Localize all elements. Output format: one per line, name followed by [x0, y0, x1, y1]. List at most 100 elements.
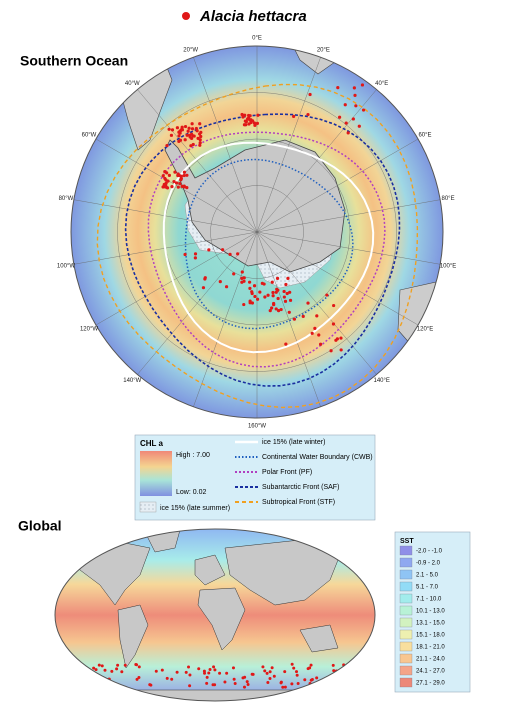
australia [299, 624, 339, 653]
sst-label: 15.1 - 18.0 [416, 633, 445, 639]
occurrence [334, 338, 338, 342]
occurrence [207, 671, 211, 675]
meridian [256, 231, 377, 375]
occurrence [339, 336, 343, 340]
occurrence [192, 134, 196, 138]
occurrence [212, 665, 216, 669]
occurrence [207, 248, 211, 252]
longitude-label: 100°W [57, 263, 75, 269]
europe [194, 554, 226, 586]
sst-label: 7.1 - 10.0 [416, 597, 442, 603]
occurrence [282, 289, 286, 294]
occurrence [284, 282, 288, 287]
occurrence [175, 670, 179, 674]
sst-swatch [399, 545, 413, 556]
sst-legend: -2.0 - -1.0 -0.9 - 2.0 2.1 - 5.0 5.1 - 7.0 7… [399, 545, 445, 688]
occurrence [103, 668, 107, 672]
occurrence [97, 663, 101, 667]
occurrence [100, 664, 104, 668]
occurrence [260, 281, 264, 285]
occurrence [223, 680, 227, 684]
meridian [137, 231, 258, 375]
occurrence [175, 126, 180, 130]
occurrence [295, 673, 299, 677]
occurrence [315, 676, 319, 680]
longitude-label: 40°E [375, 81, 388, 87]
longitude-label: 140°W [123, 378, 141, 384]
occurrence [176, 185, 180, 189]
occurrence [246, 682, 250, 686]
graticule [73, 46, 441, 418]
occurrence [279, 681, 283, 685]
occurrence [276, 288, 280, 292]
polar-map [71, 46, 443, 418]
occurrence [309, 663, 313, 667]
occurrence [135, 677, 139, 681]
occurrence [109, 682, 113, 686]
ice-summer-swatch [139, 501, 157, 513]
occurrences [161, 83, 366, 353]
occurrence [313, 326, 317, 330]
occurrence [242, 279, 246, 283]
occurrence [213, 668, 217, 672]
occurrence [115, 667, 119, 671]
occurrence [252, 121, 257, 125]
occurrence [258, 290, 262, 294]
occurrence [170, 128, 175, 132]
occurrence [284, 342, 288, 346]
occurrence [255, 121, 259, 125]
longitude-label: 20°W [183, 47, 198, 53]
new-zealand [379, 371, 401, 406]
legend-line-label: Subtropical Front (STF) [262, 499, 335, 506]
occurrence [339, 348, 343, 352]
occurrence [243, 113, 247, 117]
occurrence [187, 665, 191, 669]
sst-swatch [399, 677, 413, 688]
occurrence [242, 685, 246, 689]
occurrence [343, 103, 347, 107]
sst-swatch [399, 629, 413, 640]
occurrence [319, 342, 323, 346]
occurrence [240, 270, 244, 274]
occurrence [331, 322, 336, 326]
chl-scale [140, 451, 172, 496]
occurrence [160, 668, 164, 672]
occurrence [232, 272, 236, 276]
occurrence [245, 680, 249, 684]
meridian [256, 231, 441, 265]
occurrence [190, 127, 195, 131]
occurrence [193, 256, 197, 260]
occurrence [310, 677, 314, 681]
occurrence [263, 669, 267, 673]
legend-line-label: Subantarctic Front (SAF) [262, 484, 339, 491]
global-map [55, 529, 375, 701]
occurrence [188, 133, 192, 138]
longitude-labels: 0°E 20°E 40°E 60°E 80°E 100°E 120°E 140°E 160°W 1… [57, 36, 456, 430]
occurrence [292, 666, 296, 670]
occurrence [110, 669, 114, 673]
occurrence [268, 309, 272, 313]
occurrence [233, 681, 237, 685]
occurrence [100, 679, 104, 683]
sst-label: 24.1 - 27.0 [416, 669, 445, 675]
occurrence [186, 129, 190, 133]
occurrence [308, 666, 312, 670]
occurrence [170, 677, 174, 681]
occurrence [187, 126, 191, 130]
occurrence [183, 252, 187, 257]
longitude-label: 160°W [248, 424, 266, 430]
occurrence [252, 284, 257, 288]
occurrence [256, 113, 260, 117]
occurrence [290, 682, 294, 686]
occurrence [249, 120, 253, 125]
sst-swatch [399, 569, 413, 580]
occurrence [92, 666, 96, 670]
occurrence [268, 670, 272, 674]
occurrence [283, 299, 288, 303]
occurrence [201, 286, 206, 290]
occurrence [199, 130, 203, 134]
occurrence [248, 280, 252, 284]
occurrence [189, 144, 193, 148]
occurrence [170, 185, 174, 189]
